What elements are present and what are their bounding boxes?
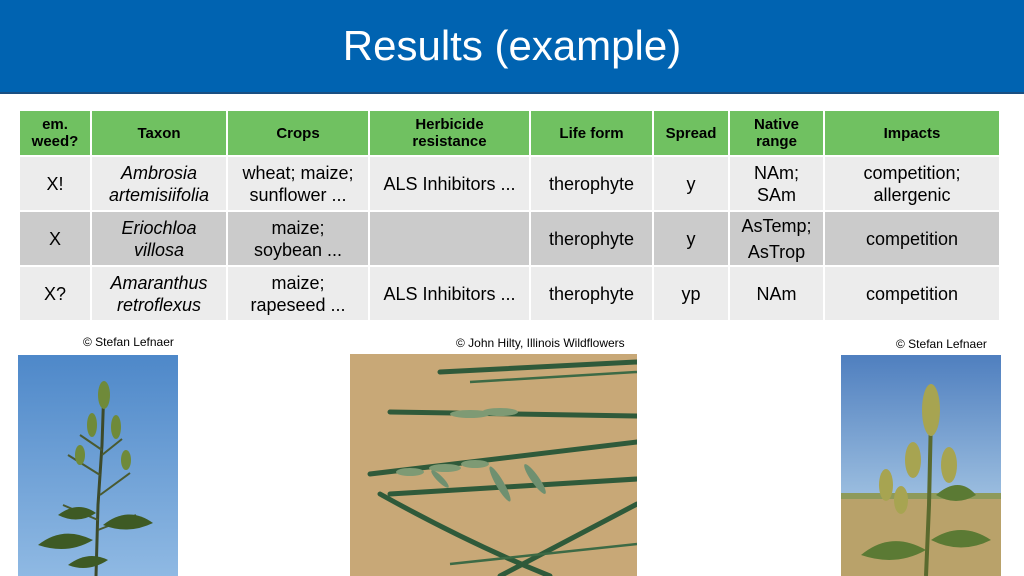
header-native-range: Native range: [730, 111, 823, 155]
cell-impacts: competition: [825, 212, 999, 265]
table-row: X! Ambrosia artemisiifolia wheat; maize; s…: [20, 157, 999, 210]
cell-taxon: Amaranthus retroflexus: [92, 267, 226, 320]
cell-taxon: Eriochloa villosa: [92, 212, 226, 265]
cell-herbicide: ALS Inhibitors ...: [370, 157, 529, 210]
photo-credit-right: © Stefan Lefnaer: [896, 337, 987, 351]
header-crops: Crops: [228, 111, 368, 155]
cell-spread: y: [654, 212, 728, 265]
cell-native-range: NAm; SAm: [730, 157, 823, 210]
cell-native-range: NAm: [730, 267, 823, 320]
grass-seedheads-photo: [350, 354, 637, 576]
cell-crops: wheat; maize; sunflower ...: [228, 157, 368, 210]
cell-life-form: therophyte: [531, 157, 652, 210]
header-impacts: Impacts: [825, 111, 999, 155]
cell-life-form: therophyte: [531, 267, 652, 320]
header-em-weed: em. weed?: [20, 111, 90, 155]
photo-credit-center: © John Hilty, Illinois Wildflowers: [456, 336, 625, 350]
header-spread: Spread: [654, 111, 728, 155]
title-bar: Results (example): [0, 0, 1024, 94]
header-herbicide-resistance: Herbicide resistance: [370, 111, 529, 155]
cell-em-weed: X?: [20, 267, 90, 320]
cell-em-weed: X: [20, 212, 90, 265]
amaranth-plant-photo: [841, 355, 1001, 576]
cell-impacts: competition; allergenic: [825, 157, 999, 210]
table-header-row: em. weed? Taxon Crops Herbicide resistance…: [20, 111, 999, 155]
cell-taxon: Ambrosia artemisiifolia: [92, 157, 226, 210]
header-taxon: Taxon: [92, 111, 226, 155]
ragweed-plant-photo: [18, 355, 178, 576]
table-row: X Eriochloa villosa maize; soybean ... the…: [20, 212, 999, 265]
table-row: X? Amaranthus retroflexus maize; rapeseed …: [20, 267, 999, 320]
cell-life-form: therophyte: [531, 212, 652, 265]
cell-em-weed: X!: [20, 157, 90, 210]
cell-herbicide: ALS Inhibitors ...: [370, 267, 529, 320]
cell-crops: maize; rapeseed ...: [228, 267, 368, 320]
cell-native-range: AsTemp; AsTrop: [730, 212, 823, 265]
cell-herbicide: [370, 212, 529, 265]
results-table: em. weed? Taxon Crops Herbicide resistance…: [18, 109, 1001, 322]
photo-credit-left: © Stefan Lefnaer: [83, 335, 174, 349]
slide-title: Results (example): [342, 22, 682, 69]
cell-spread: y: [654, 157, 728, 210]
cell-impacts: competition: [825, 267, 999, 320]
cell-spread: yp: [654, 267, 728, 320]
header-life-form: Life form: [531, 111, 652, 155]
cell-crops: maize; soybean ...: [228, 212, 368, 265]
